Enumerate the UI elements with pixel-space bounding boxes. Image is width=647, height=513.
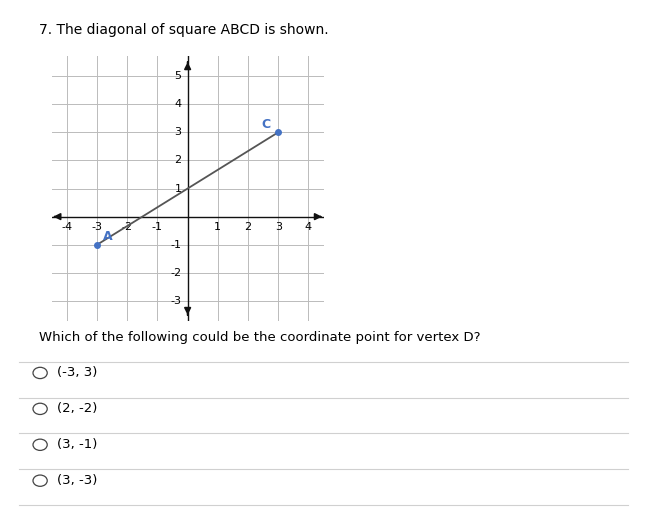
Text: 7. The diagonal of square ABCD is shown.: 7. The diagonal of square ABCD is shown. bbox=[39, 23, 329, 37]
Text: (3, -3): (3, -3) bbox=[57, 474, 97, 487]
Text: 2: 2 bbox=[175, 155, 182, 165]
Text: -2: -2 bbox=[122, 222, 133, 232]
Text: -2: -2 bbox=[170, 268, 182, 278]
Text: 3: 3 bbox=[275, 222, 281, 232]
Text: 4: 4 bbox=[175, 99, 182, 109]
Text: 2: 2 bbox=[245, 222, 252, 232]
Text: (2, -2): (2, -2) bbox=[57, 402, 97, 416]
Text: 1: 1 bbox=[214, 222, 221, 232]
Text: (-3, 3): (-3, 3) bbox=[57, 366, 97, 380]
Text: -1: -1 bbox=[171, 240, 182, 250]
Text: 5: 5 bbox=[175, 71, 182, 81]
Text: (3, -1): (3, -1) bbox=[57, 438, 97, 451]
Text: Which of the following could be the coordinate point for vertex D?: Which of the following could be the coor… bbox=[39, 331, 480, 344]
Text: 4: 4 bbox=[305, 222, 312, 232]
Text: -4: -4 bbox=[61, 222, 72, 232]
Text: 3: 3 bbox=[175, 127, 182, 137]
Text: A: A bbox=[102, 230, 112, 243]
Text: -1: -1 bbox=[152, 222, 163, 232]
Text: 1: 1 bbox=[175, 184, 182, 193]
Text: -3: -3 bbox=[91, 222, 103, 232]
Text: -3: -3 bbox=[171, 296, 182, 306]
Text: C: C bbox=[261, 118, 270, 131]
